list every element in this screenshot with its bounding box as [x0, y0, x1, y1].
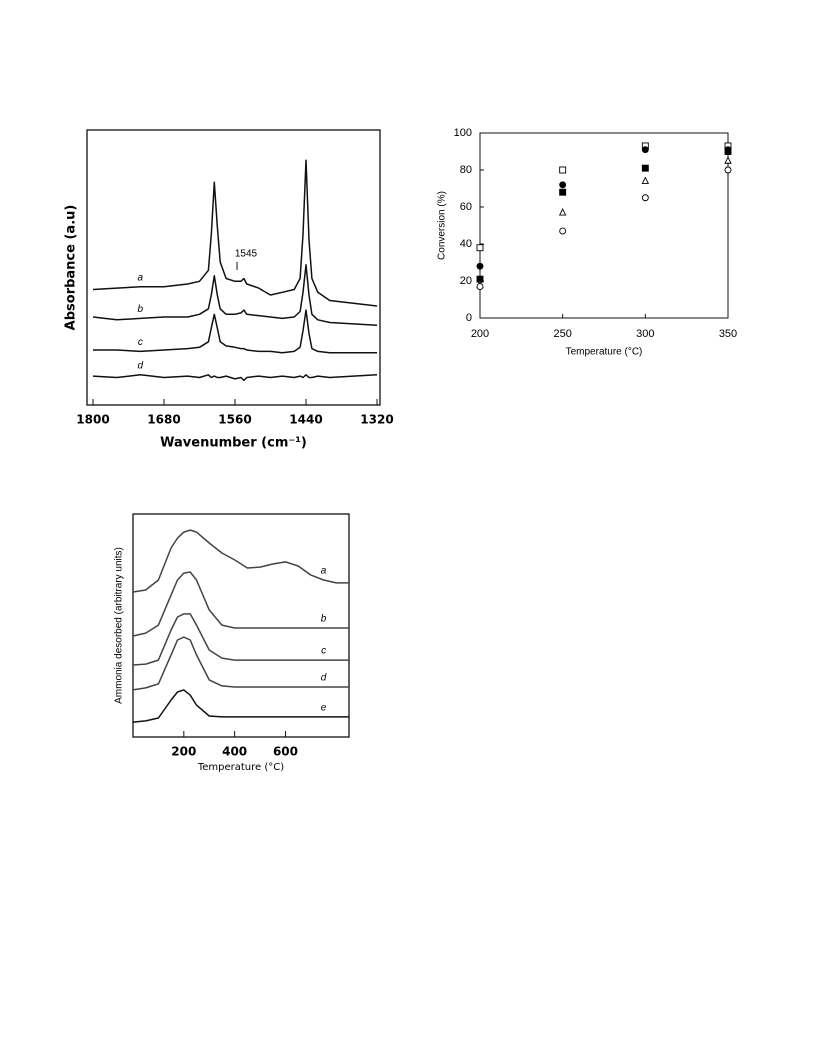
series-label: a [321, 566, 327, 577]
spectrum-line [132, 613, 349, 666]
annotation: 1545 [235, 249, 258, 260]
marker [559, 188, 567, 196]
spectrum-line [92, 159, 378, 307]
marker [559, 166, 567, 174]
marker [476, 262, 484, 270]
x-tick-label: 1680 [147, 413, 180, 427]
series-label: a [138, 272, 144, 283]
series-label: d [138, 360, 144, 371]
x-axis-label: Temperature (°C) [566, 347, 643, 358]
y-tick-label: 60 [460, 201, 472, 213]
series-label: c [138, 337, 143, 348]
series-label: c [321, 646, 326, 657]
plot-frame [86, 129, 381, 406]
x-tick-label: 200 [471, 328, 489, 340]
spectrum-line [132, 571, 349, 637]
marker [641, 164, 649, 172]
y-axis-label: Conversion (%) [437, 191, 448, 260]
marker [559, 181, 567, 189]
marker [641, 176, 650, 185]
spectrum-line [132, 636, 349, 691]
x-tick-label: 300 [636, 328, 654, 340]
plot-frame [479, 132, 729, 319]
marker [558, 208, 567, 216]
marker [476, 244, 484, 252]
x-axis-label: Temperature (°C) [197, 762, 284, 773]
marker [724, 166, 732, 174]
spectrum-line [92, 264, 378, 327]
marker [559, 227, 567, 235]
series-label: b [321, 614, 327, 625]
y-tick-label: 80 [460, 164, 472, 176]
spectrum-line [132, 689, 349, 723]
x-tick-label: 1320 [360, 413, 393, 427]
y-tick-label: 40 [460, 238, 472, 250]
marker [641, 194, 649, 202]
y-axis-label: Absorbance (a.u) [64, 205, 79, 331]
series-label: e [321, 703, 327, 714]
y-tick-label: 0 [466, 312, 472, 324]
x-axis-label: Wavenumber (cm⁻¹) [160, 436, 307, 451]
y-tick-label: 100 [454, 127, 472, 139]
series-label: b [138, 304, 144, 315]
x-tick-label: 1800 [76, 413, 109, 427]
plot-frame [132, 513, 350, 738]
x-tick-label: 350 [719, 328, 737, 340]
marker [641, 146, 649, 154]
marker [476, 283, 484, 290]
x-tick-label: 600 [273, 745, 298, 759]
spectrum-line [93, 309, 377, 354]
series-label: d [321, 673, 327, 684]
y-tick-label: 20 [460, 275, 472, 287]
x-tick-label: 1560 [218, 413, 251, 427]
marker [724, 156, 732, 164]
spectrum-line [132, 529, 349, 593]
x-tick-label: 400 [222, 745, 247, 759]
marker [724, 148, 732, 155]
x-tick-label: 200 [171, 745, 196, 759]
y-axis-label: Ammonia desorbed (arbitrary units) [114, 547, 125, 704]
spectrum-line [92, 374, 378, 382]
x-tick-label: 1440 [289, 413, 322, 427]
x-tick-label: 250 [553, 328, 571, 340]
